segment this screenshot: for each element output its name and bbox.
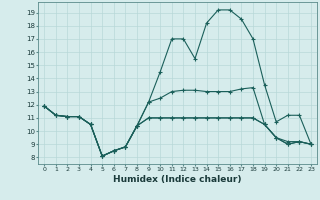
- X-axis label: Humidex (Indice chaleur): Humidex (Indice chaleur): [113, 175, 242, 184]
